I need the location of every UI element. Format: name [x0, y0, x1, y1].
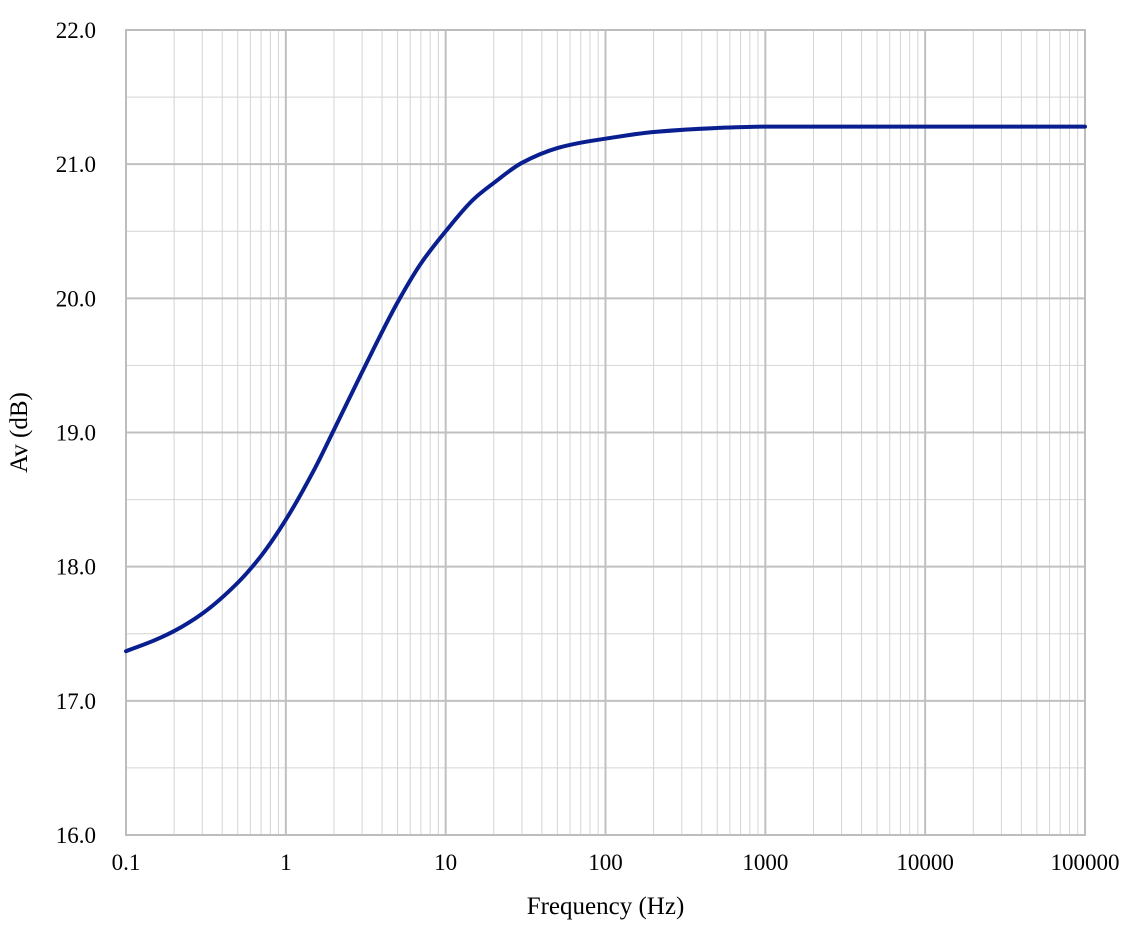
- x-tick-label: 100: [588, 850, 623, 875]
- y-tick-label: 19.0: [56, 421, 96, 446]
- y-tick-label: 18.0: [56, 555, 96, 580]
- x-tick-label: 10: [434, 850, 457, 875]
- x-tick-label: 1: [280, 850, 292, 875]
- y-tick-label: 22.0: [56, 18, 96, 43]
- y-axis-title: Av (dB): [6, 392, 33, 473]
- x-tick-label: 100000: [1051, 850, 1120, 875]
- y-tick-label: 17.0: [56, 689, 96, 714]
- x-axis-tick-labels: 0.1 1 10 100 1000 10000 100000: [112, 850, 1120, 875]
- plot-area-frame: [125, 29, 1086, 836]
- y-tick-label: 16.0: [56, 823, 96, 848]
- y-tick-label: 21.0: [56, 152, 96, 177]
- y-axis-tick-labels: 16.0 17.0 18.0 19.0 20.0 21.0 22.0: [56, 18, 96, 848]
- x-tick-label: 0.1: [112, 850, 141, 875]
- x-axis-title: Frequency (Hz): [527, 893, 685, 920]
- x-tick-label: 10000: [896, 850, 954, 875]
- x-tick-label: 1000: [742, 850, 788, 875]
- series-line: [124, 124, 1087, 654]
- y-tick-label: 20.0: [56, 286, 96, 311]
